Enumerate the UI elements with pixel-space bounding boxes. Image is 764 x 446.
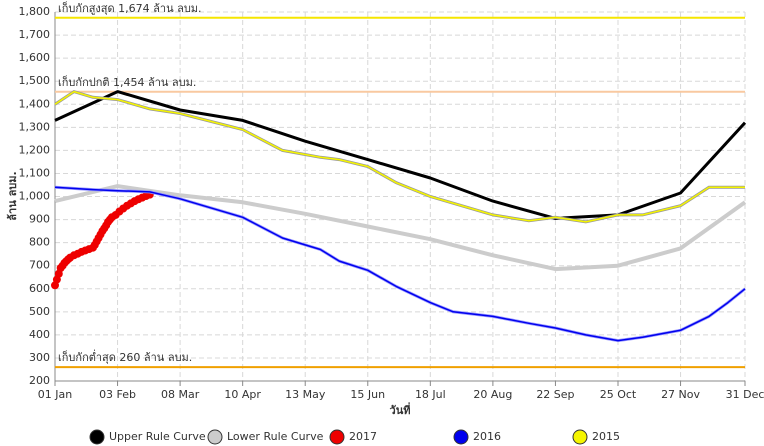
x-tick-label: 08 Mar [161,388,200,401]
y-tick-label: 800 [29,236,50,249]
reference-label: เก็บกักต่ำสุด 260 ล้าน ลบม. [58,349,192,364]
y-tick-label: 900 [29,213,50,226]
y-tick-label: 500 [29,305,50,318]
x-tick-label: 31 Dec [726,388,764,401]
legend-label[interactable]: 2015 [592,430,620,443]
reference-label: เก็บกักสูงสุด 1,674 ล้าน ลบม. [58,1,202,15]
legend-label[interactable]: Upper Rule Curve [109,430,206,443]
y-tick-label: 1,300 [19,120,51,133]
x-tick-label: 03 Feb [99,388,136,401]
x-tick-label: 27 Nov [661,388,700,401]
legend-marker[interactable] [572,429,588,445]
series-line [54,186,746,342]
y-tick-label: 1,100 [19,166,51,179]
y-tick-label: 400 [29,328,50,341]
legend-marker[interactable] [329,429,345,445]
series-outline [54,185,746,343]
x-tick-label: 25 Oct [600,388,637,401]
x-tick-label: 15 Jun [350,388,385,401]
y-tick-label: 1,200 [19,143,51,156]
x-tick-label: 18 Jul [415,388,446,401]
x-tick-label: 22 Sep [536,388,574,401]
y-tick-label: 1,400 [19,97,51,110]
legend-marker[interactable] [89,429,105,445]
y-tick-label: 600 [29,282,50,295]
y-tick-label: 700 [29,259,50,272]
x-tick-label: 13 May [285,388,326,401]
legend-label[interactable]: 2016 [473,430,501,443]
legend-marker[interactable] [453,429,469,445]
legend-label[interactable]: 2017 [349,430,377,443]
reference-label: เก็บกักปกติ 1,454 ล้าน ลบม. [58,75,196,89]
series-outline [54,89,745,224]
y-tick-label: 1,500 [19,74,51,87]
y-tick-label: 300 [29,351,50,364]
y-tick-label: 1,600 [19,51,51,64]
x-tick-label: 20 Aug [473,388,512,401]
y-tick-label: 1,700 [19,28,51,41]
x-axis-label: วันที่ [390,402,411,417]
y-tick-label: 1,000 [19,190,51,203]
x-tick-label: 10 Apr [224,388,261,401]
legend-label[interactable]: Lower Rule Curve [227,430,324,443]
series-line [54,90,747,220]
y-tick-label: 1,800 [19,5,51,18]
y-axis-label: ล้าน ลบม. [6,171,19,220]
series-line [54,90,745,223]
x-tick-label: 01 Jan [38,388,72,401]
series-line [54,184,747,272]
legend-marker[interactable] [207,429,223,445]
y-tick-label: 200 [29,374,50,387]
